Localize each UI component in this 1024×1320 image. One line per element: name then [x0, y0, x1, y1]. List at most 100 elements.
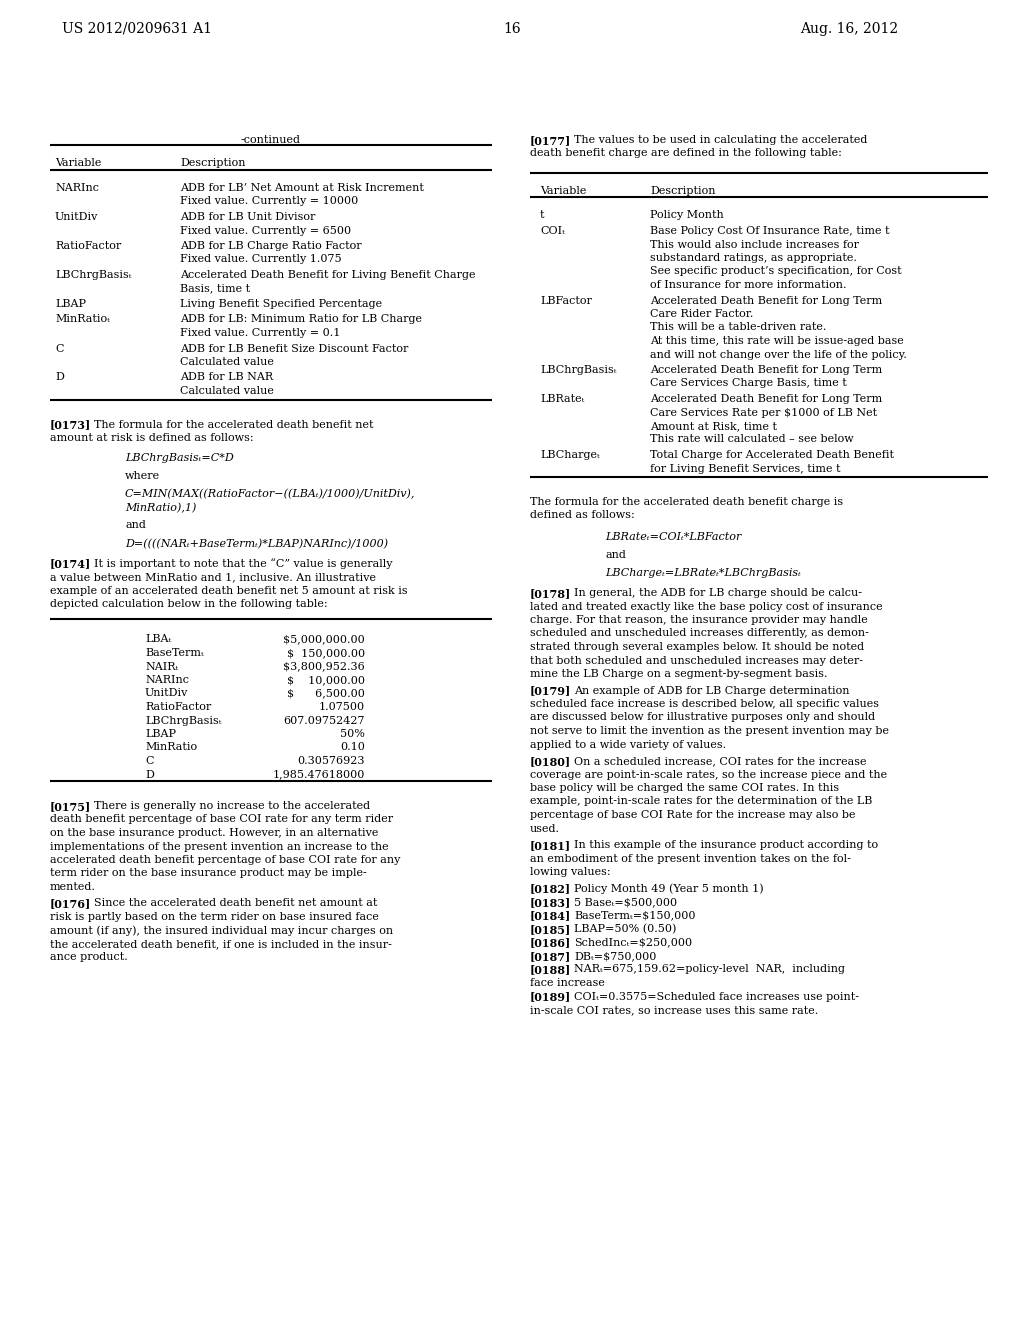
Text: ADB for LB Benefit Size Discount Factor: ADB for LB Benefit Size Discount Factor [180, 343, 409, 354]
Text: LBRateₜ=COIₜ*LBFactor: LBRateₜ=COIₜ*LBFactor [605, 532, 741, 543]
Text: scheduled face increase is described below, all specific values: scheduled face increase is described bel… [530, 700, 879, 709]
Text: RatioFactor: RatioFactor [145, 702, 211, 711]
Text: applied to a wide variety of values.: applied to a wide variety of values. [530, 739, 726, 750]
Text: ance product.: ance product. [50, 953, 128, 962]
Text: example, point-in-scale rates for the determination of the LB: example, point-in-scale rates for the de… [530, 796, 872, 807]
Text: percentage of base COI Rate for the increase may also be: percentage of base COI Rate for the incr… [530, 810, 855, 820]
Text: UnitDiv: UnitDiv [55, 213, 98, 222]
Text: DBₜ=$750,000: DBₜ=$750,000 [574, 950, 656, 961]
Text: RatioFactor: RatioFactor [55, 242, 121, 251]
Text: the accelerated death benefit, if one is included in the insur-: the accelerated death benefit, if one is… [50, 939, 392, 949]
Text: and: and [125, 520, 145, 531]
Text: [0189]: [0189] [530, 991, 571, 1002]
Text: lated and treated exactly like the base policy cost of insurance: lated and treated exactly like the base … [530, 602, 883, 611]
Text: LBChargeₜ=LBRateₜ*LBChrgBasisₜ: LBChargeₜ=LBRateₜ*LBChrgBasisₜ [605, 568, 801, 578]
Text: face increase: face increase [530, 978, 605, 987]
Text: death benefit percentage of base COI rate for any term rider: death benefit percentage of base COI rat… [50, 814, 393, 825]
Text: Fixed value. Currently = 0.1: Fixed value. Currently = 0.1 [180, 327, 340, 338]
Text: t: t [540, 210, 545, 220]
Text: Fixed value. Currently 1.075: Fixed value. Currently 1.075 [180, 255, 342, 264]
Text: [0177]: [0177] [530, 135, 571, 147]
Text: 0.10: 0.10 [340, 742, 365, 752]
Text: Base Policy Cost Of Insurance Rate, time t: Base Policy Cost Of Insurance Rate, time… [650, 226, 890, 236]
Text: used.: used. [530, 824, 560, 833]
Text: LBAP: LBAP [55, 300, 86, 309]
Text: UnitDiv: UnitDiv [145, 689, 188, 698]
Text: Since the accelerated death benefit net amount at: Since the accelerated death benefit net … [94, 899, 378, 908]
Text: ADB for LB NAR: ADB for LB NAR [180, 372, 273, 383]
Text: not serve to limit the invention as the present invention may be: not serve to limit the invention as the … [530, 726, 889, 737]
Text: LBFactor: LBFactor [540, 296, 592, 305]
Text: death benefit charge are defined in the following table:: death benefit charge are defined in the … [530, 149, 842, 158]
Text: The values to be used in calculating the accelerated: The values to be used in calculating the… [574, 135, 867, 145]
Text: 607.09752427: 607.09752427 [284, 715, 365, 726]
Text: At this time, this rate will be issue-aged base: At this time, this rate will be issue-ag… [650, 337, 904, 346]
Text: Policy Month: Policy Month [650, 210, 724, 220]
Text: LBChrgBasisₜ: LBChrgBasisₜ [540, 366, 616, 375]
Text: -continued: -continued [241, 135, 301, 145]
Text: Calculated value: Calculated value [180, 356, 273, 367]
Text: It is important to note that the “C” value is generally: It is important to note that the “C” val… [94, 558, 392, 569]
Text: NARInc: NARInc [145, 675, 189, 685]
Text: mented.: mented. [50, 882, 96, 892]
Text: See specific product’s specification, for Cost: See specific product’s specification, fo… [650, 267, 901, 276]
Text: Calculated value: Calculated value [180, 385, 273, 396]
Text: Care Rider Factor.: Care Rider Factor. [650, 309, 754, 319]
Text: This will be a table-driven rate.: This will be a table-driven rate. [650, 322, 826, 333]
Text: Care Services Charge Basis, time t: Care Services Charge Basis, time t [650, 379, 847, 388]
Text: are discussed below for illustrative purposes only and should: are discussed below for illustrative pur… [530, 713, 876, 722]
Text: [0186]: [0186] [530, 937, 571, 949]
Text: [0188]: [0188] [530, 965, 571, 975]
Text: 0.30576923: 0.30576923 [298, 756, 365, 766]
Text: On a scheduled increase, COI rates for the increase: On a scheduled increase, COI rates for t… [574, 756, 866, 766]
Text: Care Services Rate per $1000 of LB Net: Care Services Rate per $1000 of LB Net [650, 408, 878, 417]
Text: BaseTermₜ: BaseTermₜ [145, 648, 204, 657]
Text: lowing values:: lowing values: [530, 867, 610, 876]
Text: Fixed value. Currently = 10000: Fixed value. Currently = 10000 [180, 197, 358, 206]
Text: Living Benefit Specified Percentage: Living Benefit Specified Percentage [180, 300, 382, 309]
Text: an embodiment of the present invention takes on the fol-: an embodiment of the present invention t… [530, 854, 851, 863]
Text: $      6,500.00: $ 6,500.00 [287, 689, 365, 698]
Text: SchedIncₜ=$250,000: SchedIncₜ=$250,000 [574, 937, 692, 948]
Text: [0180]: [0180] [530, 756, 571, 767]
Text: risk is partly based on the term rider on base insured face: risk is partly based on the term rider o… [50, 912, 379, 921]
Text: substandard ratings, as appropriate.: substandard ratings, as appropriate. [650, 253, 857, 263]
Text: D: D [55, 372, 63, 383]
Text: MinRatio),1): MinRatio),1) [125, 503, 197, 513]
Text: Policy Month 49 (Year 5 month 1): Policy Month 49 (Year 5 month 1) [574, 883, 764, 894]
Text: 1.07500: 1.07500 [318, 702, 365, 711]
Text: BaseTermₜ=$150,000: BaseTermₜ=$150,000 [574, 911, 695, 920]
Text: ADB for LB: Minimum Ratio for LB Charge: ADB for LB: Minimum Ratio for LB Charge [180, 314, 422, 325]
Text: Accelerated Death Benefit for Long Term: Accelerated Death Benefit for Long Term [650, 393, 883, 404]
Text: [0187]: [0187] [530, 950, 571, 962]
Text: example of an accelerated death benefit net 5 amount at risk is: example of an accelerated death benefit … [50, 586, 408, 595]
Text: Variable: Variable [55, 158, 101, 169]
Text: ADB for LB’ Net Amount at Risk Increment: ADB for LB’ Net Amount at Risk Increment [180, 183, 424, 193]
Text: D: D [145, 770, 154, 780]
Text: for Living Benefit Services, time t: for Living Benefit Services, time t [650, 463, 841, 474]
Text: Accelerated Death Benefit for Long Term: Accelerated Death Benefit for Long Term [650, 296, 883, 305]
Text: US 2012/0209631 A1: US 2012/0209631 A1 [62, 22, 212, 36]
Text: defined as follows:: defined as follows: [530, 511, 635, 520]
Text: strated through several examples below. It should be noted: strated through several examples below. … [530, 642, 864, 652]
Text: $    10,000.00: $ 10,000.00 [287, 675, 365, 685]
Text: [0175]: [0175] [50, 801, 91, 812]
Text: [0179]: [0179] [530, 685, 571, 697]
Text: term rider on the base insurance product may be imple-: term rider on the base insurance product… [50, 869, 367, 879]
Text: coverage are point-in-scale rates, so the increase piece and the: coverage are point-in-scale rates, so th… [530, 770, 887, 780]
Text: Accelerated Death Benefit for Long Term: Accelerated Death Benefit for Long Term [650, 366, 883, 375]
Text: Total Charge for Accelerated Death Benefit: Total Charge for Accelerated Death Benef… [650, 450, 894, 459]
Text: [0184]: [0184] [530, 911, 571, 921]
Text: of Insurance for more information.: of Insurance for more information. [650, 280, 847, 290]
Text: implementations of the present invention an increase to the: implementations of the present invention… [50, 842, 389, 851]
Text: NARₜ=675,159.62=policy-level  NAR,  including: NARₜ=675,159.62=policy-level NAR, includ… [574, 965, 845, 974]
Text: Description: Description [650, 186, 716, 195]
Text: LBChrgBasisₜ: LBChrgBasisₜ [55, 271, 131, 280]
Text: ADB for LB Unit Divisor: ADB for LB Unit Divisor [180, 213, 315, 222]
Text: 50%: 50% [340, 729, 365, 739]
Text: COIₜ=0.3575=Scheduled face increases use point-: COIₜ=0.3575=Scheduled face increases use… [574, 991, 859, 1002]
Text: D=((((NARₜ+BaseTermₜ)*LBAP)NARInc)/1000): D=((((NARₜ+BaseTermₜ)*LBAP)NARInc)/1000) [125, 539, 388, 549]
Text: LBRateₜ: LBRateₜ [540, 393, 585, 404]
Text: LBAₜ: LBAₜ [145, 635, 171, 644]
Text: This would also include increases for: This would also include increases for [650, 239, 859, 249]
